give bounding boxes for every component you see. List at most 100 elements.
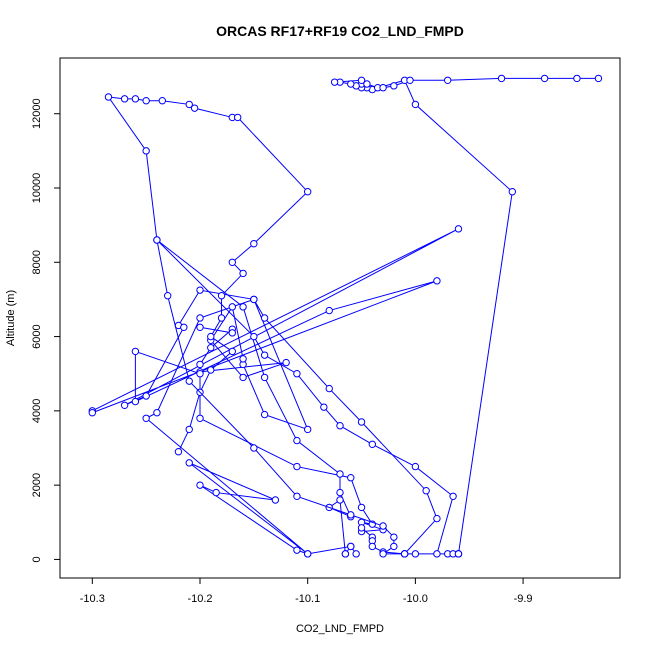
data-point [121, 402, 127, 408]
data-point [353, 551, 359, 557]
data-point [154, 410, 160, 416]
data-point [391, 543, 397, 549]
data-point [412, 551, 418, 557]
data-point [434, 278, 440, 284]
data-point [154, 237, 160, 243]
data-point [331, 79, 337, 85]
data-point [132, 348, 138, 354]
data-point [364, 81, 370, 87]
data-point [132, 96, 138, 102]
data-point [143, 148, 149, 154]
data-point [208, 345, 214, 351]
data-point [509, 189, 515, 195]
data-point [358, 504, 364, 510]
x-axis-label: CO2_LND_FMPD [296, 623, 384, 635]
data-point [197, 324, 203, 330]
data-point [208, 333, 214, 339]
series-layer [89, 75, 602, 557]
data-point [348, 81, 354, 87]
data-point [197, 361, 203, 367]
data-point [218, 315, 224, 321]
data-point [321, 404, 327, 410]
data-point [251, 241, 257, 247]
series-line [92, 229, 458, 554]
data-point [261, 374, 267, 380]
data-point [348, 475, 354, 481]
data-point [181, 324, 187, 330]
data-point [283, 359, 289, 365]
data-point [240, 374, 246, 380]
data-point [401, 551, 407, 557]
data-point [358, 419, 364, 425]
data-point [541, 75, 547, 81]
y-axis-label: Altitude (m) [5, 290, 17, 346]
data-point [121, 96, 127, 102]
data-point [380, 551, 386, 557]
data-point [294, 463, 300, 469]
x-tick-label: -9.9 [514, 593, 533, 605]
data-point [229, 259, 235, 265]
x-tick-label: -10.0 [403, 593, 428, 605]
series-line [108, 97, 350, 554]
data-point [197, 315, 203, 321]
x-axis: -10.3 -10.2 -10.1 -10.0 -9.9 [80, 578, 533, 605]
data-point [272, 497, 278, 503]
data-point [304, 189, 310, 195]
data-point [369, 543, 375, 549]
data-point [240, 270, 246, 276]
data-point [240, 304, 246, 310]
data-point [251, 296, 257, 302]
data-point [391, 534, 397, 540]
data-point [186, 378, 192, 384]
data-point [218, 293, 224, 299]
y-tick-label: 2000 [31, 473, 43, 497]
data-point [229, 304, 235, 310]
data-point [105, 94, 111, 100]
data-point [380, 523, 386, 529]
data-point [159, 98, 165, 104]
data-point [143, 393, 149, 399]
data-point [455, 226, 461, 232]
x-tick-label: -10.1 [295, 593, 320, 605]
series-2 [105, 94, 354, 557]
y-tick-label: 0 [31, 556, 43, 562]
data-point [197, 415, 203, 421]
data-point [132, 398, 138, 404]
data-point [197, 287, 203, 293]
data-point [595, 75, 601, 81]
data-point [294, 437, 300, 443]
data-point [326, 307, 332, 313]
data-point [444, 77, 450, 83]
data-point [455, 551, 461, 557]
data-point [294, 493, 300, 499]
data-point [89, 410, 95, 416]
x-tick-label: -10.3 [80, 593, 105, 605]
data-point [498, 75, 504, 81]
y-tick-label: 8000 [31, 250, 43, 274]
x-tick-label: -10.2 [187, 593, 212, 605]
data-point [229, 348, 235, 354]
data-point [304, 551, 310, 557]
y-tick-label: 12000 [31, 98, 43, 129]
data-point [251, 333, 257, 339]
data-point [450, 493, 456, 499]
data-point [229, 330, 235, 336]
chart-title: ORCAS RF17+RF19 CO2_LND_FMPD [216, 23, 464, 39]
data-point [197, 371, 203, 377]
data-point [251, 445, 257, 451]
data-point [197, 482, 203, 488]
data-point [304, 426, 310, 432]
data-point [358, 525, 364, 531]
data-point [391, 83, 397, 89]
data-point [337, 489, 343, 495]
data-point [208, 367, 214, 373]
data-point [143, 415, 149, 421]
data-point [337, 471, 343, 477]
data-point [234, 114, 240, 120]
data-point [348, 512, 354, 518]
series-1 [89, 226, 462, 557]
data-point [412, 463, 418, 469]
data-point [186, 460, 192, 466]
y-tick-label: 4000 [31, 399, 43, 423]
data-point [369, 441, 375, 447]
